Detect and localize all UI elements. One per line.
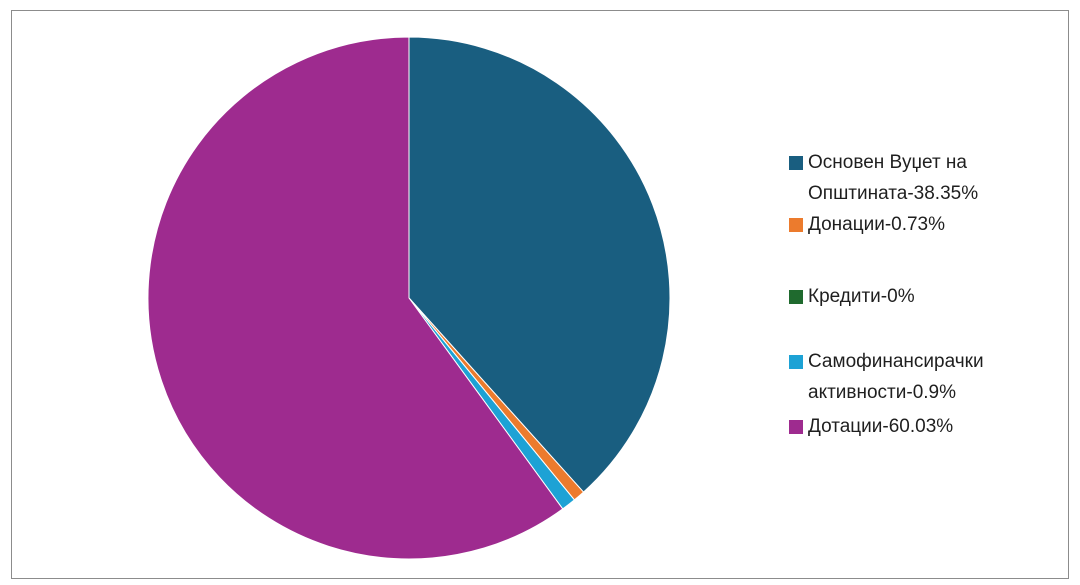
- pie-chart: [147, 36, 671, 560]
- legend-item-osnoven-budzet: Основен Вуџет на Општината-38.35%: [789, 147, 1049, 209]
- legend-label: Донации-0.73%: [808, 214, 946, 235]
- legend-label: Самофинансирачки активности-0.9%: [808, 351, 984, 403]
- pie-slice-4: [147, 36, 564, 560]
- legend-item-samofinansirachki: Самофинансирачки активности-0.9%: [789, 346, 1049, 408]
- legend-item-dotacii: Дотации-60.03%: [789, 411, 1049, 442]
- legend-swatch: [789, 290, 803, 304]
- legend-item-krediti: Кредити-0%: [789, 281, 1049, 312]
- legend-label: Кредити-0%: [808, 286, 915, 307]
- legend-swatch: [789, 218, 803, 232]
- legend-swatch: [789, 156, 803, 170]
- legend-swatch: [789, 355, 803, 369]
- chart-frame: Основен Вуџет на Општината-38.35% Донаци…: [11, 10, 1069, 579]
- legend-label: Основен Вуџет на Општината-38.35%: [808, 152, 979, 204]
- legend-item-donacii: Донации-0.73%: [789, 209, 1049, 240]
- legend-swatch: [789, 420, 803, 434]
- pie-slice-0: [408, 36, 671, 493]
- legend-label: Дотации-60.03%: [808, 416, 954, 437]
